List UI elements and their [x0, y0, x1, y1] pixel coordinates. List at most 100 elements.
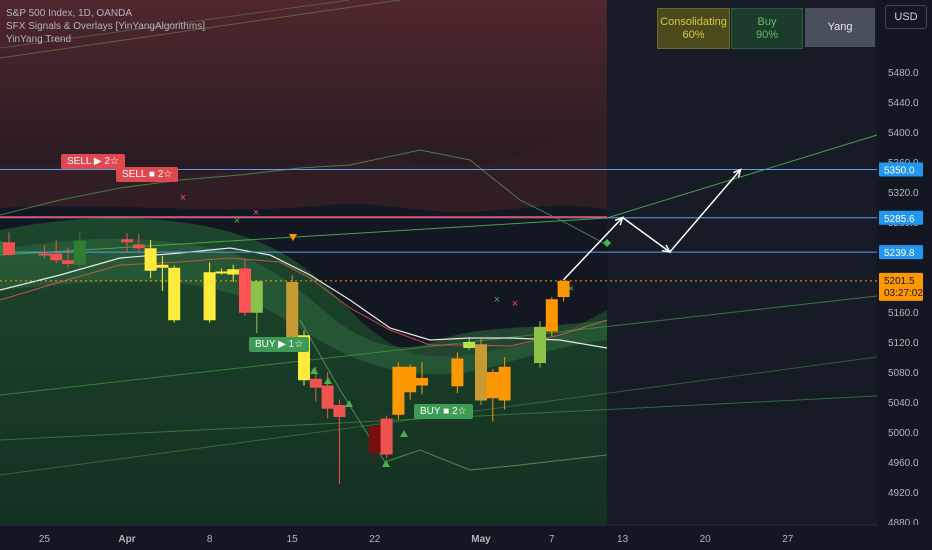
price-tick-label: 5440.0 — [888, 98, 919, 109]
sell-signal-tag: SELL ▶ 2☆ — [61, 154, 125, 169]
cross-marker: × — [234, 215, 240, 227]
candle-body — [498, 366, 511, 401]
last-price-label: 5201.5 — [884, 276, 915, 287]
yang-indicator: Yang — [805, 8, 875, 47]
projection-arrowhead — [614, 216, 624, 226]
cross-marker: × — [253, 207, 259, 219]
chart-legend: S&P 500 Index, 1D, OANDA SFX Signals & O… — [6, 7, 205, 46]
candle-body — [309, 378, 322, 388]
triangle-up-marker — [400, 430, 408, 437]
signal-markers: × × × × × × — [180, 192, 611, 467]
candle-body — [227, 269, 240, 275]
candle-body — [557, 280, 570, 297]
buy-indicator: Buy 90% — [731, 8, 803, 49]
candle-body — [451, 358, 464, 387]
candle-body — [3, 242, 15, 255]
time-tick-label: 8 — [207, 534, 213, 545]
price-tick-label: 4880.0 — [888, 518, 919, 529]
projection-path — [563, 168, 742, 281]
time-tick-label: 25 — [39, 534, 51, 545]
price-level-label: 5239.8 — [884, 248, 915, 259]
projection-arrowhead — [732, 168, 742, 178]
candle-body — [144, 248, 157, 271]
candle-body — [380, 418, 393, 455]
candle-body — [156, 264, 169, 268]
legend-indicator-signals[interactable]: SFX Signals & Overlays [YinYangAlgorithm… — [6, 21, 205, 32]
legend-symbol-line[interactable]: S&P 500 Index, 1D, OANDA — [6, 8, 132, 19]
time-tick-label: 7 — [549, 534, 555, 545]
candle-body — [250, 281, 263, 313]
price-tick-label: 4960.0 — [888, 458, 919, 469]
candle-body — [203, 272, 216, 321]
moving-average-line — [0, 257, 608, 347]
buy-value: 90% — [755, 28, 779, 41]
triangle-up-marker — [382, 460, 390, 467]
price-tick-label: 5000.0 — [888, 428, 919, 439]
consolidating-indicator: Consolidating 60% — [657, 8, 730, 49]
candlesticks — [0, 231, 570, 484]
candle-body — [416, 378, 428, 386]
candle-body — [404, 366, 417, 393]
candle-body — [463, 342, 476, 348]
candle-body — [321, 385, 334, 409]
price-level-label: 5350.0 — [884, 166, 915, 177]
trend-line — [0, 0, 401, 59]
candle-body — [0, 241, 4, 254]
time-axis-background — [0, 525, 932, 550]
candle-body — [534, 327, 546, 363]
trend-line — [0, 0, 351, 49]
candle-body — [121, 239, 133, 243]
candle-body — [215, 271, 228, 274]
buy-label: Buy — [757, 15, 777, 28]
currency-button[interactable]: USD — [885, 5, 927, 29]
time-tick-label: 20 — [700, 534, 712, 545]
cross-marker: × — [494, 294, 500, 306]
cross-marker: × — [512, 298, 518, 310]
candle-body — [132, 244, 145, 249]
price-level-label-bg — [879, 245, 923, 260]
yang-label: Yang — [827, 21, 853, 33]
sell-signal-tag: SELL ■ 2☆ — [116, 167, 179, 182]
time-axis[interactable]: 25 Apr 8 15 22 May 7 13 20 27 — [0, 524, 932, 550]
countdown-label: 03:27:02 — [884, 288, 923, 299]
moving-average-line — [0, 247, 608, 349]
price-level-label: 5285.6 — [884, 214, 915, 225]
candle-body — [486, 372, 499, 399]
cross-marker: × — [180, 192, 186, 204]
time-tick-label: May — [471, 534, 491, 545]
time-tick-label: 13 — [617, 534, 629, 545]
price-tick-label: 5320.0 — [888, 188, 919, 199]
price-tick-label: 5160.0 — [888, 308, 919, 319]
time-tick-label: 22 — [369, 534, 381, 545]
candle-body — [333, 405, 346, 417]
candle-body — [73, 240, 86, 265]
triangle-up-marker — [324, 377, 332, 384]
legend-indicator-trend[interactable]: YinYang Trend — [6, 34, 72, 45]
consolidating-label: Consolidating — [660, 15, 727, 28]
cross-marker: × — [568, 283, 574, 295]
red-cloud-inner — [0, 122, 607, 213]
price-tick-label: 5400.0 — [888, 128, 919, 139]
time-tick-label: 15 — [287, 534, 299, 545]
green-cloud-inner — [0, 238, 607, 375]
last-price-label-bg — [879, 272, 923, 301]
envelope-line — [299, 319, 608, 471]
candle-body — [62, 260, 74, 264]
candle-body — [545, 299, 558, 332]
candle-body — [368, 426, 381, 453]
time-tick-label: Apr — [118, 534, 135, 545]
projection-line — [563, 169, 742, 281]
price-axis[interactable]: 4840.04880.04920.04960.05000.05040.05080… — [877, 0, 932, 550]
candle-body — [50, 253, 63, 261]
projection-arrowhead — [661, 244, 672, 254]
buy-signal-tag: BUY ▶ 1☆ — [249, 337, 310, 352]
consolidating-value: 60% — [682, 28, 705, 41]
candle-body — [392, 366, 405, 415]
envelope-line — [0, 149, 608, 246]
future-region-shade — [607, 0, 877, 525]
price-tick-label: 5120.0 — [888, 338, 919, 349]
candle-body — [475, 344, 487, 401]
price-tick-label: 4920.0 — [888, 488, 919, 499]
